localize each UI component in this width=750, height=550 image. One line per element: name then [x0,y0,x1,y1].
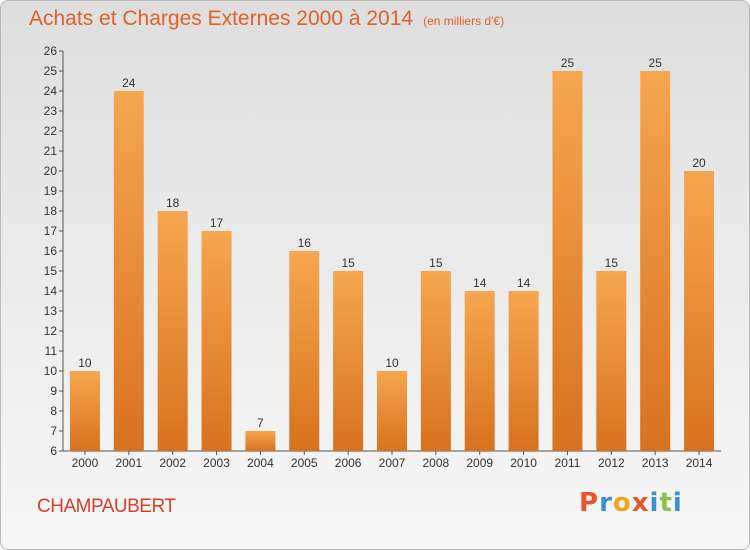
logo-letter: t [659,488,673,518]
y-tick-label: 23 [44,104,58,118]
x-tick-label-2005: 2005 [291,456,318,470]
x-tick-label-2010: 2010 [510,456,537,470]
data-label-2004: 7 [257,416,264,430]
logo-letter: r [599,488,613,518]
bar-2010 [508,291,539,451]
bar-2007 [377,371,407,451]
bar-2002 [157,211,188,451]
y-tick-label: 22 [44,124,58,138]
bar-2013 [640,71,671,451]
chart-title: Achats et Charges Externes 2000 à 2014 (e… [29,7,504,31]
bar-2012 [596,271,627,451]
y-tick-label: 8 [50,404,57,418]
bar-2014 [684,171,715,451]
logo-letter: o [612,488,632,518]
x-tick-label-2004: 2004 [247,456,274,470]
bar-2006 [333,271,364,451]
logo-letter: i [672,488,683,518]
x-tick-label-2001: 2001 [115,456,142,470]
x-tick-label-2006: 2006 [335,456,362,470]
bar-2009 [464,291,495,451]
data-label-2007: 10 [385,356,399,370]
y-tick-label: 21 [44,144,58,158]
data-label-2003: 17 [210,216,224,230]
y-tick-label: 20 [44,164,58,178]
data-label-2014: 20 [692,156,706,170]
bar-2004 [245,431,276,451]
x-tick-label-2014: 2014 [686,456,713,470]
data-label-2011: 25 [561,56,575,70]
y-tick-label: 7 [50,424,57,438]
y-tick-label: 16 [44,244,58,258]
y-tick-label: 12 [44,324,58,338]
bar-2001 [113,91,144,451]
data-label-2001: 24 [122,76,136,90]
bar-2011 [552,71,583,451]
bar-2003 [201,231,232,451]
logo-letter: x [631,488,650,518]
x-tick-label-2007: 2007 [379,456,406,470]
y-tick-label: 11 [45,344,58,358]
bar-2005 [289,251,320,451]
y-tick-label: 10 [44,364,58,378]
logo-letter: i [649,488,660,518]
data-label-2006: 15 [341,256,355,270]
x-tick-label-2008: 2008 [423,456,450,470]
x-tick-label-2000: 2000 [72,456,99,470]
logo-letter: P [579,488,600,518]
bar-2000 [69,371,100,451]
x-tick-label-2011: 2011 [555,456,581,470]
chart-title-text: Achats et Charges Externes 2000 à 2014 [29,7,414,30]
data-label-2010: 14 [517,276,531,290]
y-tick-label: 25 [44,64,58,78]
y-tick-label: 19 [44,184,58,198]
x-tick-label-2013: 2013 [642,456,669,470]
x-tick-label-2002: 2002 [159,456,186,470]
y-tick-label: 24 [44,84,58,98]
y-tick-label: 14 [44,284,58,298]
y-tick-label: 6 [50,444,57,458]
y-tick-label: 9 [50,384,57,398]
data-label-2000: 10 [78,356,92,370]
data-label-2002: 18 [166,196,180,210]
data-label-2009: 14 [473,276,487,290]
y-tick-label: 18 [44,204,58,218]
y-tick-label: 26 [44,44,58,58]
x-tick-label-2009: 2009 [466,456,493,470]
bar-layer: 10 24 18 17 7 16 15 10 15 14 14 25 15 25 20 [69,56,715,451]
proxiti-logo: Proxiti [579,488,683,518]
data-label-2013: 25 [649,56,663,70]
y-tick-label: 13 [44,304,58,318]
data-label-2005: 16 [298,236,312,250]
commune-name: CHAMPAUBERT [37,496,176,517]
data-label-2008: 15 [429,256,443,270]
x-tick-label-2003: 2003 [203,456,230,470]
chart-unit-text: (en milliers d'€) [423,14,505,28]
y-tick-label: 15 [44,264,58,278]
y-tick-label: 17 [44,224,58,238]
bar-2008 [420,271,451,451]
data-label-2012: 15 [605,256,619,270]
x-tick-label-2012: 2012 [598,456,625,470]
